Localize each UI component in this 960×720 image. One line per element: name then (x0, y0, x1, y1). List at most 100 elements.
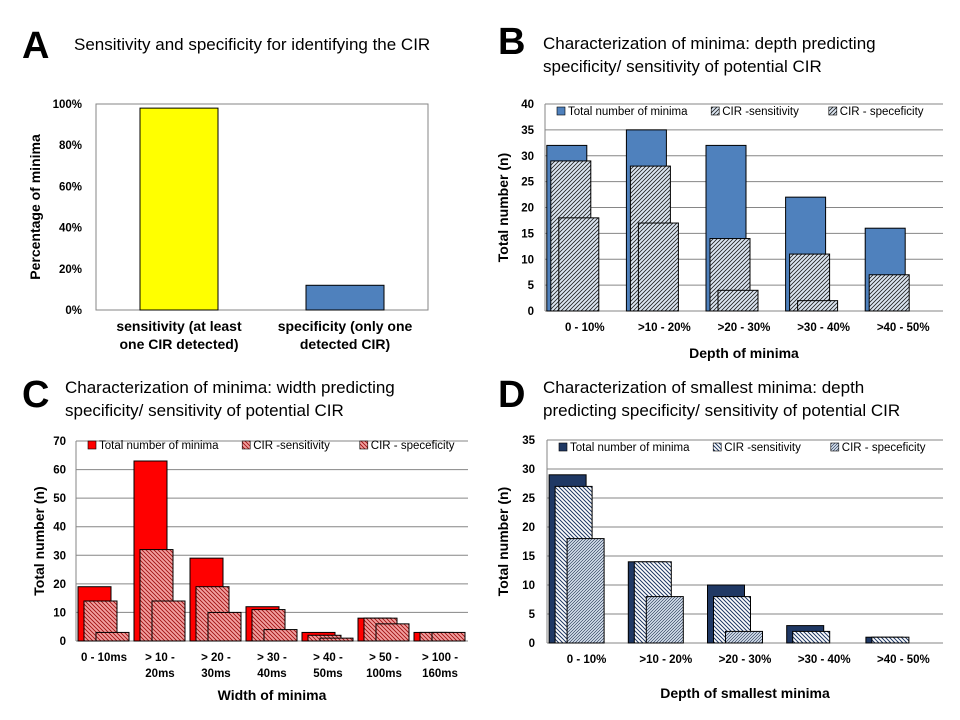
legend-swatch (830, 442, 840, 452)
x-tick-label: one CIR detected) (119, 336, 238, 352)
legend-label: CIR - speceficity (840, 106, 924, 118)
legend-label: CIR - speceficity (371, 440, 455, 452)
y-tick-label: 25 (522, 493, 535, 505)
x-tick-label: >10 - 20% (639, 654, 692, 666)
legend-label: CIR -sensitivity (722, 106, 799, 118)
x-tick-label: specificity (only one (278, 318, 413, 334)
bar-specificity (207, 611, 242, 642)
panel-a-header: A Sensitivity and specificity for identi… (22, 25, 430, 67)
x-tick-label: > 50 - (369, 652, 399, 664)
chart-b: 0 5 10 15 20 25 30 35 40 0 - 10% >10 - 20% >20 - 30… (495, 99, 943, 361)
bar-specificity (375, 623, 410, 642)
x-tick-label: >30 - 40% (797, 322, 850, 334)
bar-specificity (263, 629, 298, 642)
legend-swatch (359, 440, 369, 450)
panel-d-title-line-1: Characterization of smallest minima: dep… (543, 378, 864, 397)
x-tick-label: 30ms (201, 668, 230, 680)
x-axis-label: Depth of smallest minima (660, 685, 830, 701)
legend-swatch (828, 106, 838, 116)
legend-label: CIR -sensitivity (724, 442, 801, 454)
y-axis-label: Percentage of minima (27, 134, 43, 280)
legend: Total number of minima CIR -sensitivity CI… (87, 440, 455, 452)
x-tick-label: 160ms (422, 668, 458, 680)
bar-specificity (645, 596, 684, 644)
legend-label: CIR - speceficity (842, 442, 926, 454)
y-tick-label: 50 (53, 493, 66, 505)
y-tick-label: 40 (53, 522, 66, 534)
x-tick-label: >40 - 50% (877, 654, 930, 666)
y-tick-label: 0 (529, 638, 535, 650)
y-tick-label: 30 (522, 464, 535, 476)
bar-specificity (558, 217, 600, 312)
panel-c-title-line-1: Characterization of minima: width predic… (65, 378, 395, 397)
legend-swatch (712, 442, 722, 452)
y-axis-label: Total number (n) (495, 153, 511, 262)
x-tick-label: 0 - 10% (567, 654, 607, 666)
y-tick-label: 0 (60, 636, 66, 648)
legend-swatch (556, 106, 566, 116)
y-tick-label: 20 (522, 522, 535, 534)
y-tick-label: 80% (59, 140, 82, 152)
legend: Total number of minima CIR -sensitivity CI… (558, 442, 926, 454)
legend-label: Total number of minima (568, 106, 688, 118)
x-axis-label: Width of minima (218, 687, 327, 703)
y-tick-label: 100% (53, 99, 82, 111)
y-tick-label: 10 (522, 580, 535, 592)
bar-specificity (725, 630, 763, 644)
bar (139, 107, 219, 311)
panel-b-title-line-1: Characterization of minima: depth predic… (543, 34, 876, 53)
y-tick-label: 20 (521, 203, 534, 215)
x-tick-label: >10 - 20% (638, 322, 691, 334)
x-tick-label: > 100 - (422, 652, 458, 664)
bar-specificity (637, 222, 679, 312)
x-tick-label: > 40 - (313, 652, 343, 664)
x-tick-label: >40 - 50% (877, 322, 930, 334)
panel-b-title-line-2: specificity/ sensitivity of potential CI… (543, 57, 822, 76)
y-tick-label: 5 (528, 280, 535, 292)
bar-sensitivity (871, 636, 910, 644)
y-tick-label: 60 (53, 465, 66, 477)
x-tick-label: 100ms (366, 668, 402, 680)
bar-specificity (717, 289, 759, 312)
x-tick-label: >30 - 40% (798, 654, 851, 666)
y-tick-label: 30 (53, 550, 66, 562)
y-tick-label: 20 (53, 579, 66, 591)
x-tick-label: 20ms (145, 668, 174, 680)
y-tick-label: 30 (521, 151, 534, 163)
legend-label: CIR -sensitivity (253, 440, 330, 452)
panel-letter-a: A (22, 25, 49, 67)
legend-swatch (558, 442, 568, 452)
y-axis-label: Total number (n) (31, 486, 47, 595)
panel-d-title-line-2: predicting specificity/ sensitivity of p… (543, 401, 900, 420)
y-tick-label: 0% (65, 305, 82, 317)
y-tick-label: 0 (528, 306, 534, 318)
panel-a-title-line-1: Sensitivity and specificity for identify… (74, 35, 430, 54)
y-tick-label: 70 (53, 436, 66, 448)
x-axis-label: Depth of minima (689, 345, 799, 361)
panel-letter-d: D (498, 374, 525, 416)
x-tick-label: 50ms (313, 668, 342, 680)
x-tick-label: > 10 - (145, 652, 175, 664)
y-tick-label: 35 (521, 125, 534, 137)
bar (305, 284, 385, 311)
panel-letter-c: C (22, 374, 49, 416)
chart-d: 0 5 10 15 20 25 30 35 0 - 10% >10 - 20% >20 - 30% >… (495, 435, 943, 701)
charts-layer: 0% 20% 40% 60% 80% 100% sensitivity (at least o… (27, 99, 943, 703)
x-tick-label: detected CIR) (300, 336, 390, 352)
y-tick-label: 40 (521, 99, 534, 111)
y-tick-label: 60% (59, 181, 82, 193)
x-tick-label: sensitivity (at least (116, 318, 242, 334)
y-tick-label: 10 (53, 607, 66, 619)
y-tick-label: 5 (529, 609, 536, 621)
panel-b-header: B Characterization of minima: depth pred… (498, 21, 876, 76)
legend-label: Total number of minima (570, 442, 690, 454)
x-tick-label: >20 - 30% (718, 322, 771, 334)
chart-c: 0 10 20 30 40 50 60 70 0 - 10ms > 10 - 20ms > 20 - 3… (31, 436, 468, 703)
panel-c-title-line-2: specificity/ sensitivity of potential CI… (65, 401, 344, 420)
bar-specificity (95, 631, 130, 642)
y-axis-label: Total number (n) (495, 487, 511, 596)
x-tick-label: > 30 - (257, 652, 287, 664)
x-tick-label: >20 - 30% (719, 654, 772, 666)
bar-specificity (566, 538, 605, 644)
bar-sensitivity (868, 274, 910, 312)
